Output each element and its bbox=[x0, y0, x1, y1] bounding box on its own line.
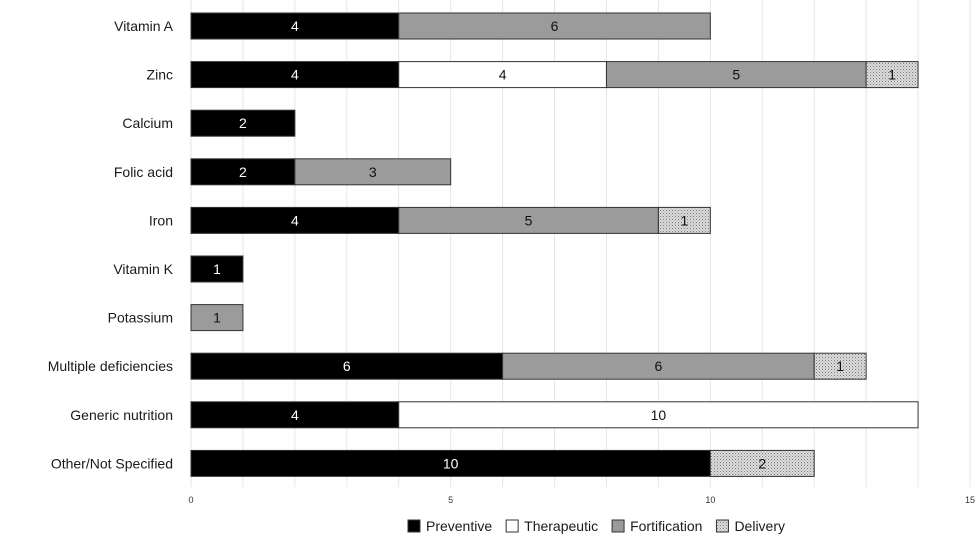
legend-label: Preventive bbox=[426, 518, 492, 534]
data-label: 4 bbox=[291, 67, 299, 83]
bar-segment-delivery bbox=[813, 352, 867, 380]
x-tick-label: 10 bbox=[705, 495, 715, 505]
category-label: Iron bbox=[149, 212, 173, 228]
bar-segment-therapeutic bbox=[398, 401, 919, 429]
data-label: 1 bbox=[213, 310, 221, 326]
data-label: 4 bbox=[499, 67, 507, 83]
data-label: 3 bbox=[369, 164, 377, 180]
data-label: 5 bbox=[525, 212, 533, 228]
category-label: Other/Not Specified bbox=[51, 455, 173, 471]
category-labels: Vitamin A Zinc Calcium Folic acid Iron Vitami… bbox=[48, 18, 174, 471]
bar-segment-preventive bbox=[190, 255, 244, 283]
bar-segment-fortification bbox=[398, 12, 711, 40]
bar-segment-fortification bbox=[605, 61, 867, 89]
bar-segment-preventive bbox=[190, 206, 400, 234]
data-label: 6 bbox=[551, 18, 559, 34]
x-tick-label: 0 bbox=[188, 495, 193, 505]
bar-segment-preventive bbox=[190, 352, 504, 380]
data-label: 1 bbox=[888, 67, 896, 83]
x-tick-label: 15 bbox=[965, 495, 975, 505]
data-label: 6 bbox=[655, 358, 663, 374]
legend: Preventive Therapeutic Fortification Delive… bbox=[407, 518, 785, 534]
bar-segment-fortification bbox=[502, 352, 815, 380]
bar-segment-preventive bbox=[190, 401, 400, 429]
bar-segment-fortification bbox=[190, 304, 244, 332]
data-label: 5 bbox=[732, 67, 740, 83]
legend-label: Therapeutic bbox=[524, 518, 598, 534]
data-label: 2 bbox=[758, 455, 766, 471]
data-label: 10 bbox=[443, 455, 459, 471]
data-label: 2 bbox=[239, 164, 247, 180]
category-label: Multiple deficiencies bbox=[48, 358, 173, 374]
bar-segment-delivery bbox=[865, 61, 919, 89]
data-label: 10 bbox=[651, 407, 667, 423]
legend-swatch bbox=[611, 519, 625, 533]
category-label: Potassium bbox=[108, 310, 173, 326]
bar-segment-preventive bbox=[190, 12, 400, 40]
bar-segment-fortification bbox=[398, 206, 659, 234]
legend-item-therapeutic: Therapeutic bbox=[505, 518, 598, 534]
bar-segment-delivery bbox=[657, 206, 711, 234]
category-label: Zinc bbox=[147, 67, 173, 83]
legend-swatch bbox=[407, 519, 421, 533]
legend-item-fortification: Fortification bbox=[611, 518, 702, 534]
category-label: Calcium bbox=[122, 115, 173, 131]
legend-swatch bbox=[505, 519, 519, 533]
bars: 4 6 4 4 5 1 2 2 3 4 5 1 1 1 6 6 1 4 10 10 2 bbox=[190, 12, 919, 477]
x-axis-ticks: 0 5 10 15 bbox=[188, 495, 975, 505]
data-label: 1 bbox=[680, 212, 688, 228]
category-label: Vitamin K bbox=[113, 261, 173, 277]
data-label: 1 bbox=[836, 358, 844, 374]
x-tick-label: 5 bbox=[448, 495, 453, 505]
bar-segment-preventive bbox=[190, 109, 296, 137]
legend-item-preventive: Preventive bbox=[407, 518, 492, 534]
category-label: Vitamin A bbox=[114, 18, 174, 34]
legend-swatch bbox=[715, 519, 729, 533]
legend-item-delivery: Delivery bbox=[715, 518, 785, 534]
data-label: 4 bbox=[291, 18, 299, 34]
category-label: Folic acid bbox=[114, 164, 173, 180]
data-label: 4 bbox=[291, 407, 299, 423]
bar-segment-fortification bbox=[294, 158, 452, 186]
legend-label: Delivery bbox=[734, 518, 785, 534]
data-label: 6 bbox=[343, 358, 351, 374]
data-label: 2 bbox=[239, 115, 247, 131]
data-label: 1 bbox=[213, 261, 221, 277]
legend-label: Fortification bbox=[630, 518, 702, 534]
bar-segment-delivery bbox=[709, 449, 815, 477]
category-label: Generic nutrition bbox=[70, 407, 173, 423]
data-label: 4 bbox=[291, 212, 299, 228]
